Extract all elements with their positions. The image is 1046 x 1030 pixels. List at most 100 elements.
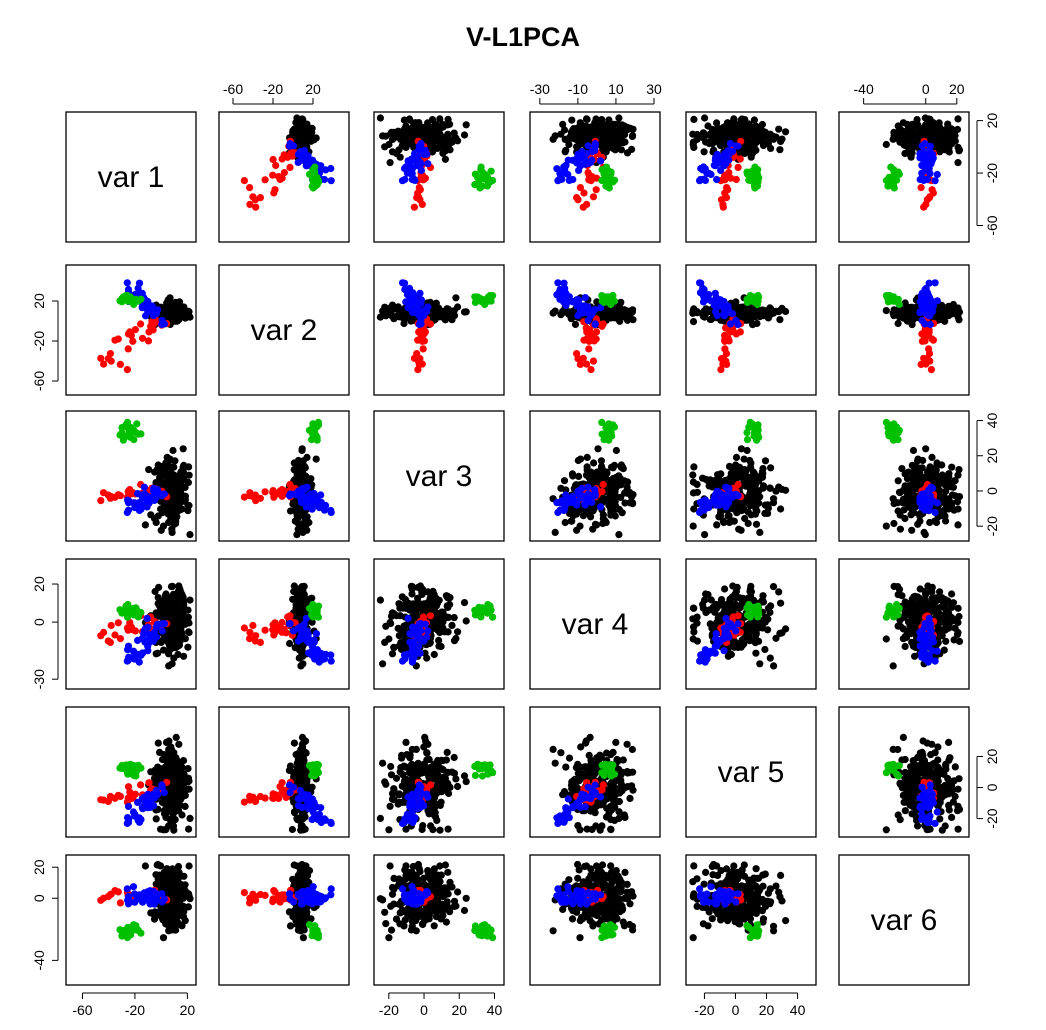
- data-point: [925, 157, 933, 165]
- data-point: [921, 140, 929, 148]
- data-point: [553, 165, 561, 173]
- data-point: [174, 307, 182, 315]
- panel-frame: [218, 264, 350, 396]
- data-point: [559, 120, 567, 128]
- data-point: [894, 499, 902, 507]
- data-point: [568, 470, 577, 478]
- data-point: [932, 463, 940, 471]
- data-point: [899, 499, 907, 507]
- data-point: [314, 497, 322, 505]
- data-point: [134, 490, 142, 498]
- data-point: [410, 175, 418, 183]
- data-point: [471, 181, 479, 189]
- data-point: [558, 292, 566, 300]
- data-point: [712, 308, 720, 316]
- data-point: [699, 497, 708, 505]
- data-point: [727, 328, 735, 336]
- data-point: [953, 125, 962, 134]
- data-point: [748, 423, 757, 431]
- data-point: [160, 320, 168, 328]
- data-point: [97, 354, 105, 362]
- data-point: [143, 304, 151, 312]
- data-point: [758, 120, 767, 129]
- data-point: [722, 324, 730, 332]
- data-point: [436, 115, 444, 123]
- data-point: [303, 526, 311, 534]
- data-point: [462, 121, 470, 129]
- data-point: [721, 122, 730, 131]
- data-point: [724, 512, 732, 520]
- panel-r2-c6: [838, 264, 970, 396]
- data-point: [927, 366, 936, 374]
- panel-frame: [685, 264, 817, 396]
- data-point: [576, 184, 585, 192]
- data-point: [421, 306, 429, 314]
- data-point: [710, 161, 718, 169]
- data-point: [624, 126, 632, 134]
- data-point: [775, 125, 783, 133]
- data-point: [889, 174, 897, 182]
- data-point: [772, 133, 780, 141]
- data-point: [895, 170, 903, 178]
- data-point: [741, 309, 749, 317]
- data-point: [395, 146, 403, 154]
- data-point: [174, 478, 182, 486]
- data-point: [256, 194, 264, 202]
- data-point: [557, 311, 565, 319]
- data-point: [185, 501, 193, 510]
- data-point: [261, 176, 269, 184]
- data-point: [901, 132, 909, 140]
- data-point: [925, 304, 933, 312]
- data-point: [438, 309, 446, 317]
- data-point: [560, 477, 569, 485]
- data-point: [732, 142, 740, 150]
- data-point: [701, 114, 709, 122]
- data-point: [732, 453, 741, 461]
- data-point: [558, 497, 566, 505]
- data-point: [276, 175, 284, 184]
- data-point: [928, 453, 936, 461]
- data-point: [166, 456, 174, 465]
- data-point: [415, 360, 423, 368]
- data-point: [573, 526, 581, 534]
- data-point: [119, 293, 127, 301]
- data-point: [894, 122, 902, 130]
- data-point: [261, 488, 269, 496]
- data-point: [313, 433, 321, 441]
- variable-label: var 1: [98, 161, 165, 194]
- data-point: [941, 512, 949, 520]
- data-point: [759, 308, 767, 316]
- panel-r3-c3: var 3: [373, 410, 505, 542]
- data-point: [416, 186, 424, 194]
- data-point: [597, 457, 606, 465]
- data-point: [484, 295, 492, 304]
- points: [549, 279, 637, 374]
- data-point: [575, 472, 583, 480]
- data-point: [551, 528, 559, 537]
- data-point: [129, 337, 137, 345]
- data-point: [428, 116, 437, 124]
- data-point: [924, 291, 932, 299]
- data-point: [752, 486, 760, 494]
- data-point: [741, 144, 749, 152]
- data-point: [931, 279, 939, 287]
- data-point: [732, 316, 740, 325]
- data-point: [376, 313, 384, 321]
- data-point: [118, 424, 126, 432]
- data-point: [917, 360, 925, 368]
- data-point: [602, 148, 610, 156]
- data-point: [299, 478, 307, 486]
- data-point: [767, 464, 775, 472]
- data-point: [404, 157, 412, 165]
- data-point: [901, 483, 909, 491]
- data-point: [741, 126, 750, 134]
- data-point: [908, 461, 916, 469]
- data-point: [623, 489, 632, 497]
- data-point: [766, 130, 774, 138]
- data-point: [901, 309, 909, 317]
- data-point: [127, 423, 135, 431]
- data-point: [286, 163, 294, 171]
- data-point: [908, 143, 916, 151]
- data-point: [583, 360, 591, 368]
- data-point: [588, 175, 596, 184]
